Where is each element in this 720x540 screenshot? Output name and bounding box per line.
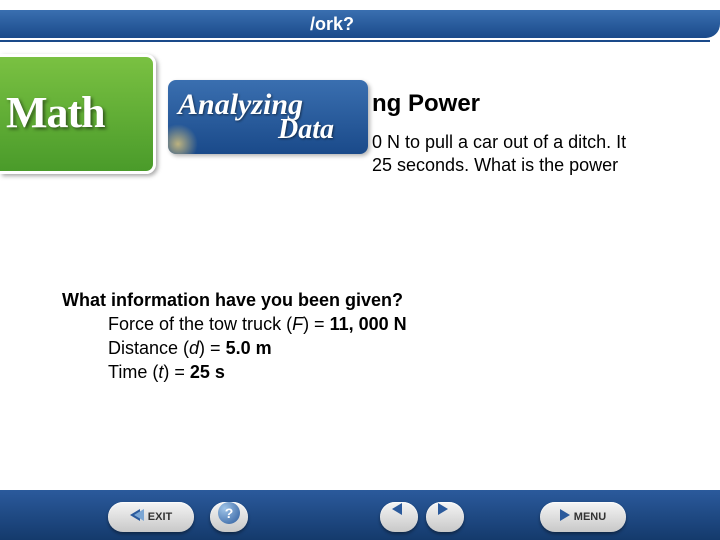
given-label2: ) =: [303, 314, 330, 334]
given-value: 11, 000 N: [330, 314, 407, 334]
glow-icon: [168, 124, 198, 154]
math-plate: Math: [0, 54, 156, 174]
menu-button[interactable]: MENU: [540, 502, 626, 532]
menu-label: MENU: [574, 502, 606, 532]
given-label2: ) =: [163, 362, 190, 382]
exit-label: EXIT: [148, 502, 172, 532]
given-label: Distance (: [108, 338, 189, 358]
menu-arrow-icon: [560, 508, 570, 526]
exit-arrows-icon: [130, 508, 144, 526]
given-label: Time (: [108, 362, 158, 382]
given-line-time: Time (t) = 25 s: [62, 360, 407, 384]
slide-title-fragment: ng Power: [372, 90, 480, 118]
help-button[interactable]: ?: [210, 502, 248, 532]
math-logo: Math: [0, 54, 160, 174]
header-underline: [0, 40, 710, 42]
exit-button[interactable]: EXIT: [108, 502, 194, 532]
back-button[interactable]: [380, 502, 418, 532]
given-label: Force of the tow truck (: [108, 314, 292, 334]
given-label2: ) =: [199, 338, 226, 358]
data-text: Data: [278, 114, 334, 146]
arrow-left-icon: [392, 502, 402, 520]
math-logo-text: Math: [6, 87, 105, 138]
arrow-right-icon: [438, 502, 448, 520]
given-value: 5.0 m: [226, 338, 272, 358]
body-text-line-2: 25 seconds. What is the power: [372, 155, 618, 176]
given-value: 25 s: [190, 362, 225, 382]
analyzing-data-logo: Analyzing Data: [168, 80, 368, 154]
question-block: What information have you been given? Fo…: [62, 288, 407, 384]
question-prompt: What information have you been given?: [62, 288, 407, 312]
header-title: /ork?: [310, 14, 354, 34]
forward-button[interactable]: [426, 502, 464, 532]
given-var: d: [189, 338, 199, 358]
header-bar: /ork?: [0, 10, 720, 38]
footer-bar: EXIT ? MENU: [0, 490, 720, 540]
given-line-distance: Distance (d) = 5.0 m: [62, 336, 407, 360]
given-var: F: [292, 314, 303, 334]
body-text-line-1: 0 N to pull a car out of a ditch. It: [372, 132, 626, 153]
help-icon: ?: [218, 502, 240, 524]
given-line-force: Force of the tow truck (F) = 11, 000 N: [62, 312, 407, 336]
